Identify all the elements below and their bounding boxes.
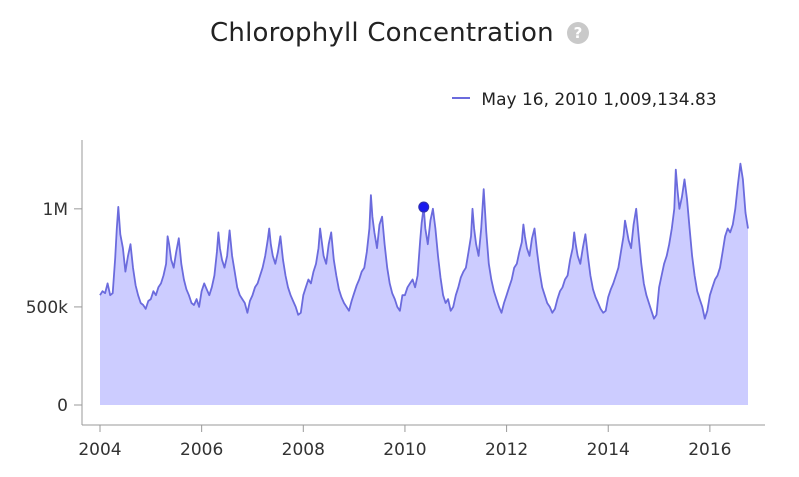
x-tick-label: 2012 — [485, 440, 528, 460]
x-tick-label: 2014 — [587, 440, 630, 460]
legend-date: May 16, 2010 — [481, 90, 598, 110]
x-tick-label: 2004 — [78, 440, 121, 460]
chart-title: Chlorophyll Concentration — [210, 18, 554, 48]
y-tick-label: 0 — [57, 396, 68, 416]
legend-value: 1,009,134.83 — [603, 90, 717, 110]
chart-title-row: Chlorophyll Concentration ? — [0, 18, 799, 48]
series-area — [100, 163, 748, 405]
series-line — [99, 162, 749, 320]
legend-line-swatch — [452, 97, 470, 99]
x-tick-label: 2016 — [688, 440, 731, 460]
x-tick-label: 2008 — [282, 440, 325, 460]
y-tick-label: 500k — [26, 298, 68, 318]
y-tick-label: 1M — [43, 200, 68, 220]
help-icon[interactable]: ? — [566, 22, 589, 44]
chart-legend: May 16, 2010 1,009,134.83 — [452, 90, 717, 110]
x-tick-label: 2010 — [383, 440, 426, 460]
x-tick-label: 2006 — [180, 440, 223, 460]
highlight-point — [418, 201, 430, 213]
